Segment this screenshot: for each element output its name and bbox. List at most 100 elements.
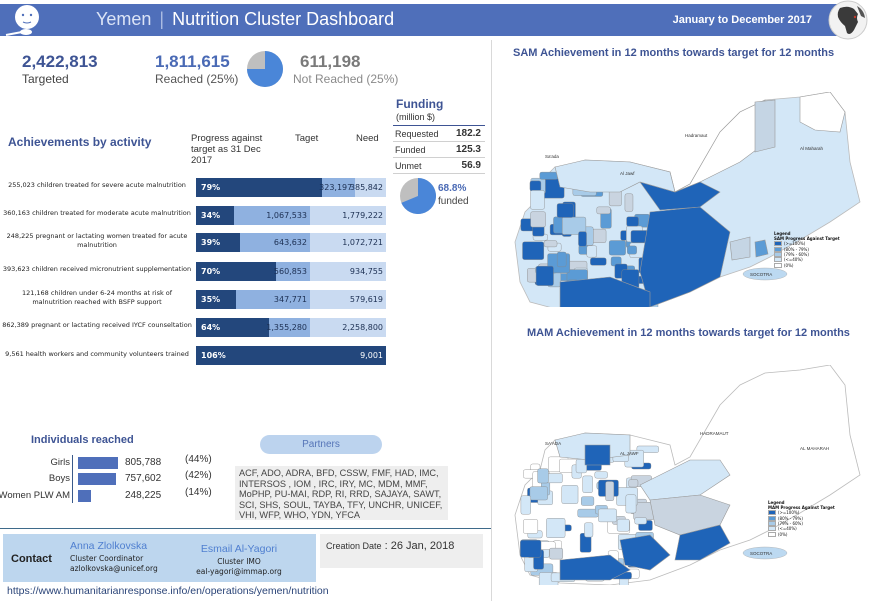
legend-title: Legend [768, 500, 785, 505]
legend-item: (<=40%) [774, 257, 840, 263]
legend-label: (<=40%) [778, 526, 797, 532]
funding-table: Requested 182.2 Funded 125.3 Unmet 56.9 [393, 125, 485, 174]
sam-map-title: SAM Achievement in 12 months towards tar… [513, 47, 835, 59]
district-region [586, 245, 597, 258]
district-region [549, 547, 563, 560]
reached-value: 1,811,615 [155, 52, 230, 71]
funding-row-requested: Requested 182.2 [393, 126, 485, 142]
group-percent: (44%) [185, 454, 212, 465]
district-region [520, 495, 531, 515]
page-title: Yemen | Nutrition Cluster Dashboard [96, 9, 394, 30]
dashboard-header: Yemen | Nutrition Cluster Dashboard Januar… [0, 4, 858, 36]
district-region [520, 539, 542, 558]
target-value: 643,632 [273, 238, 307, 247]
legend-subtitle: MAM Progress Against Target [768, 505, 835, 510]
district-region [627, 245, 637, 255]
contact-person-imo: Esmail Al-Yagori Cluster IMO eal-yagori@… [193, 543, 285, 576]
individuals-title: Individuals reached [31, 434, 134, 446]
achieved-bar-segment [196, 318, 269, 337]
need-column-header: Need [356, 133, 379, 144]
contact-person-coordinator: Anna Zlolkovska Cluster Coordinator azlo… [70, 540, 158, 573]
governorate-region [584, 444, 611, 466]
activity-row: 255,023 children treated for severe acut… [0, 178, 390, 197]
legend-swatch [768, 526, 776, 532]
need-value: 9,001 [360, 351, 383, 360]
legend-label: (>=100%) [784, 241, 806, 247]
district-region [596, 206, 611, 215]
activity-label: 393,623 children received micronutrient … [2, 265, 192, 273]
legend-swatch [768, 520, 776, 526]
activity-progress-bar: 64% 1,355,280 2,258,800 [196, 318, 386, 337]
district-region [535, 265, 554, 286]
contact-email[interactable]: azlolkovska@unicef.org [70, 564, 158, 573]
target-value: 1,067,533 [266, 211, 307, 220]
region-label: Hadramaut [685, 133, 708, 138]
achieved-bar-segment [196, 262, 276, 281]
district-region [624, 193, 634, 212]
targeted-label: Targeted [22, 72, 69, 86]
cluster-website-link[interactable]: https://www.humanitarianresponse.info/en… [7, 585, 329, 597]
district-region [523, 519, 538, 534]
footer-divider [0, 528, 491, 529]
contact-box: Contact Anna Zlolkovska Cluster Coordina… [3, 534, 316, 582]
district-region [561, 485, 579, 504]
reporting-period: January to December 2017 [672, 14, 812, 26]
funding-value: 125.3 [455, 144, 481, 155]
not-reached-value: 611,198 [300, 52, 361, 71]
targeted-value: 2,422,813 [22, 52, 98, 71]
district-region [605, 481, 615, 501]
contact-role: Cluster IMO [217, 557, 261, 566]
mam-map-legend: Legend MAM Progress Against Target (>=10… [768, 500, 835, 537]
activity-progress-bar: 106% 9,001 [196, 346, 386, 365]
region-label: AL JAWF [620, 451, 639, 456]
region-label: HADRAMAUT [700, 431, 729, 436]
activity-label: 121,168 children under 6-24 months at ri… [21, 289, 173, 306]
governorate-region [559, 276, 651, 307]
activity-progress-bar: 34% 1,067,533 1,779,222 [196, 206, 386, 225]
district-region [539, 171, 558, 180]
region-label: AL MAHARAH [800, 446, 829, 451]
legend-item: (>=100%) [774, 241, 840, 247]
district-region [529, 180, 542, 192]
socotra-island [742, 546, 788, 560]
district-region [616, 518, 630, 532]
legend-label: (79% - 60%) [778, 520, 803, 526]
need-value: 1,072,721 [342, 238, 383, 247]
funding-unit: (million $) [396, 112, 436, 122]
partners-title: Partners [260, 435, 382, 454]
achieved-bar-segment [196, 178, 322, 197]
district-region [594, 471, 608, 479]
district-region [530, 211, 546, 228]
legend-swatch [768, 510, 776, 516]
progress-percent: 34% [201, 211, 221, 220]
individuals-axis [72, 455, 73, 503]
targeted-stat: 2,422,813 Targeted [22, 52, 98, 86]
district-region [608, 240, 626, 256]
progress-percent: 79% [201, 183, 221, 192]
group-value: 805,788 [125, 457, 162, 468]
contact-email[interactable]: eal-yagori@immap.org [196, 567, 282, 576]
contact-name: Anna Zlolkovska [70, 540, 148, 552]
legend-label: (<=40%) [784, 257, 803, 263]
funding-label: Unmet [395, 160, 422, 171]
contact-role: Cluster Coordinator [70, 554, 144, 563]
group-value: 757,602 [125, 473, 162, 484]
individuals-row: Women PLW AM 248,225 (14%) [0, 487, 240, 503]
achieved-bar-segment [196, 206, 235, 225]
legend-item: (0%) [774, 262, 840, 268]
legend-swatch [768, 531, 776, 537]
legend-swatch [774, 251, 782, 257]
district-region [543, 240, 558, 248]
funded-percentage: 68.8% [438, 183, 467, 194]
district-region [537, 468, 549, 484]
legend-item: (79% - 60%) [774, 251, 840, 257]
district-region [556, 203, 574, 218]
legend-title: Legend [774, 231, 791, 236]
region-label: SOCOTRA [750, 272, 772, 277]
group-bar [78, 490, 91, 502]
globe-africa-icon [828, 0, 868, 40]
region-label: Al Maharah [800, 146, 824, 151]
governorate-region [754, 239, 769, 258]
sam-achievement-map: Sa'ada Al Jawf Hadramaut Al Maharah SOCOTRA [514, 92, 861, 307]
legend-label: (0%) [784, 262, 794, 268]
